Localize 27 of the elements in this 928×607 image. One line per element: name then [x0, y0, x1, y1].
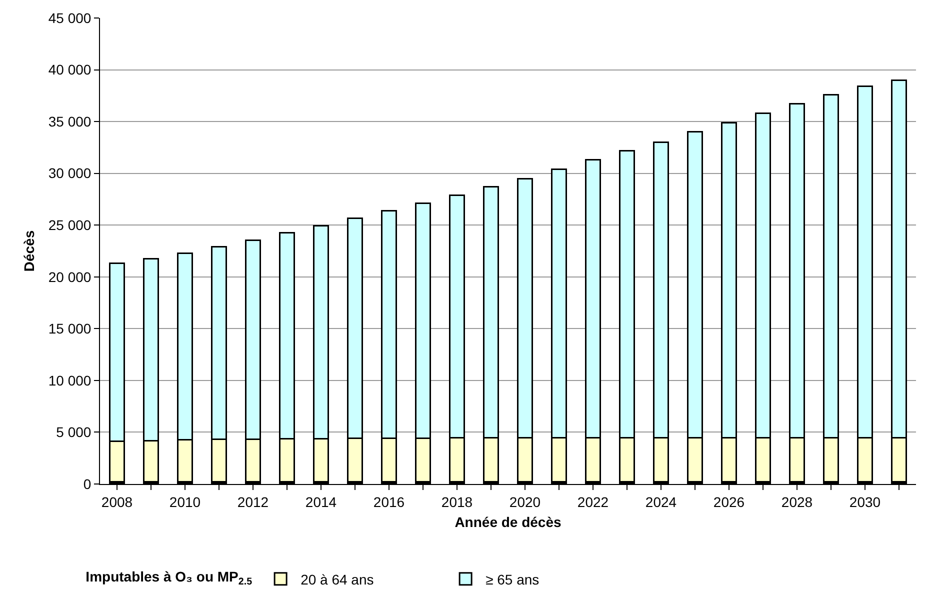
legend-label: ≥ 65 ans [486, 571, 540, 588]
y-tick-label: 20 000 [48, 268, 92, 285]
x-tick-label: 2020 [509, 494, 541, 510]
x-tick-label: 2012 [237, 494, 269, 510]
y-tick-label: 5 000 [56, 424, 92, 440]
y-tick-label: 35 000 [48, 113, 92, 130]
x-tick-label: 2008 [101, 494, 133, 510]
legend-label: 20 à 64 ans [300, 571, 374, 588]
x-tick-label: 2018 [441, 494, 473, 510]
y-tick-label: 0 [83, 476, 92, 492]
x-tick-label: 2016 [373, 494, 405, 510]
x-tick-label: 2024 [645, 494, 677, 510]
x-tick-label: 2014 [305, 494, 337, 510]
y-tick-label: 15 000 [48, 320, 92, 337]
x-tick-label: 2010 [169, 494, 201, 510]
x-tick-label: 2028 [781, 494, 813, 510]
y-tick-label: 10 000 [48, 372, 92, 388]
x-tick-label: 2022 [577, 494, 609, 510]
y-tick-label: 25 000 [48, 217, 92, 234]
y-tick-label: 30 000 [48, 165, 92, 182]
y-tick-label: 40 000 [48, 62, 92, 78]
x-tick-label: 2030 [849, 494, 881, 510]
legend-title: Imputables à O₃ ou MP$_{2.5}$ [86, 568, 253, 588]
x-tick-label: 2026 [713, 494, 745, 510]
y-axis-title: Décès [20, 230, 37, 272]
y-tick-label: 45 000 [48, 10, 92, 26]
x-axis-title: Année de décès [454, 514, 562, 530]
